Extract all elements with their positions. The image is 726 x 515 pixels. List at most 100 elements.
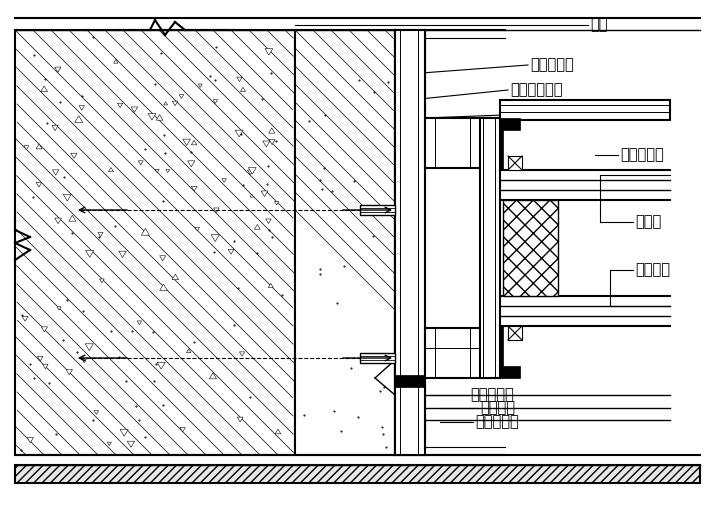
Polygon shape <box>187 349 191 353</box>
Polygon shape <box>119 251 126 258</box>
Polygon shape <box>82 359 86 363</box>
Polygon shape <box>192 186 197 191</box>
Polygon shape <box>127 441 135 448</box>
Polygon shape <box>269 140 275 145</box>
Polygon shape <box>500 326 520 378</box>
Polygon shape <box>22 316 28 321</box>
Polygon shape <box>118 103 123 108</box>
Polygon shape <box>27 438 33 443</box>
Polygon shape <box>211 235 219 242</box>
Polygon shape <box>37 356 43 361</box>
Polygon shape <box>269 128 275 133</box>
Polygon shape <box>41 327 47 332</box>
Text: 射灯: 射灯 <box>590 18 608 32</box>
Polygon shape <box>71 153 77 159</box>
Text: 25: 25 <box>403 436 417 446</box>
Polygon shape <box>179 95 184 98</box>
Polygon shape <box>500 118 520 170</box>
Polygon shape <box>66 369 73 375</box>
Polygon shape <box>209 373 216 379</box>
Polygon shape <box>240 88 245 92</box>
Polygon shape <box>108 167 113 171</box>
Polygon shape <box>41 86 48 92</box>
Text: 防水砂浆塞缝: 防水砂浆塞缝 <box>510 82 563 97</box>
Polygon shape <box>155 169 159 173</box>
Bar <box>508 156 522 170</box>
Polygon shape <box>24 146 29 150</box>
Polygon shape <box>94 410 99 415</box>
Polygon shape <box>43 364 48 369</box>
Polygon shape <box>86 250 94 258</box>
Polygon shape <box>237 77 242 81</box>
Polygon shape <box>269 283 273 287</box>
Polygon shape <box>156 114 163 120</box>
Polygon shape <box>107 442 111 445</box>
Polygon shape <box>213 99 218 104</box>
Polygon shape <box>148 114 156 120</box>
Bar <box>360 353 395 363</box>
Bar <box>395 118 425 376</box>
Bar <box>15 465 700 483</box>
Polygon shape <box>69 215 76 221</box>
Polygon shape <box>120 430 129 436</box>
Polygon shape <box>195 227 200 231</box>
Polygon shape <box>250 194 253 197</box>
Text: 室外完成面: 室外完成面 <box>475 415 519 430</box>
Polygon shape <box>160 256 166 261</box>
Polygon shape <box>248 170 253 175</box>
Polygon shape <box>75 116 83 123</box>
Polygon shape <box>237 417 243 422</box>
Bar <box>508 326 522 340</box>
Polygon shape <box>172 274 179 280</box>
Polygon shape <box>164 102 168 105</box>
Text: 防水涂层: 防水涂层 <box>480 401 515 416</box>
Polygon shape <box>261 191 268 197</box>
Polygon shape <box>265 48 273 55</box>
Polygon shape <box>222 179 227 182</box>
Polygon shape <box>192 140 197 145</box>
Polygon shape <box>52 125 58 131</box>
Bar <box>395 30 425 455</box>
Bar <box>503 200 558 296</box>
Polygon shape <box>213 208 219 213</box>
Polygon shape <box>98 232 103 237</box>
Polygon shape <box>183 139 190 146</box>
Polygon shape <box>63 194 71 201</box>
Polygon shape <box>172 101 178 106</box>
Text: 铝合金压线: 铝合金压线 <box>620 147 664 163</box>
Polygon shape <box>99 279 105 283</box>
Bar <box>395 375 425 387</box>
Bar <box>425 118 500 168</box>
Text: 密封胶: 密封胶 <box>635 215 661 230</box>
Bar <box>360 205 395 215</box>
Polygon shape <box>157 362 166 369</box>
Polygon shape <box>54 218 62 224</box>
Polygon shape <box>138 161 143 165</box>
Polygon shape <box>36 182 41 187</box>
Text: 中空玻璃: 中空玻璃 <box>635 263 670 278</box>
Polygon shape <box>266 219 272 224</box>
Bar <box>480 118 500 378</box>
Bar <box>395 118 595 378</box>
Polygon shape <box>275 429 281 434</box>
Polygon shape <box>160 284 167 290</box>
Polygon shape <box>54 67 61 72</box>
Polygon shape <box>274 201 279 205</box>
Polygon shape <box>255 225 260 229</box>
Polygon shape <box>57 307 61 310</box>
Polygon shape <box>180 427 185 432</box>
Polygon shape <box>79 106 84 110</box>
Polygon shape <box>198 84 202 88</box>
Text: 铝合金边框: 铝合金边框 <box>505 108 549 123</box>
Bar <box>500 100 670 120</box>
Text: 防水密封胶: 防水密封胶 <box>470 387 514 403</box>
Polygon shape <box>114 60 118 63</box>
Polygon shape <box>248 167 256 174</box>
Bar <box>15 30 295 455</box>
Polygon shape <box>235 130 243 137</box>
Polygon shape <box>228 249 234 254</box>
Polygon shape <box>263 141 270 147</box>
Bar <box>425 328 500 378</box>
Text: 镀锌固定片: 镀锌固定片 <box>530 58 574 73</box>
Polygon shape <box>52 170 59 175</box>
